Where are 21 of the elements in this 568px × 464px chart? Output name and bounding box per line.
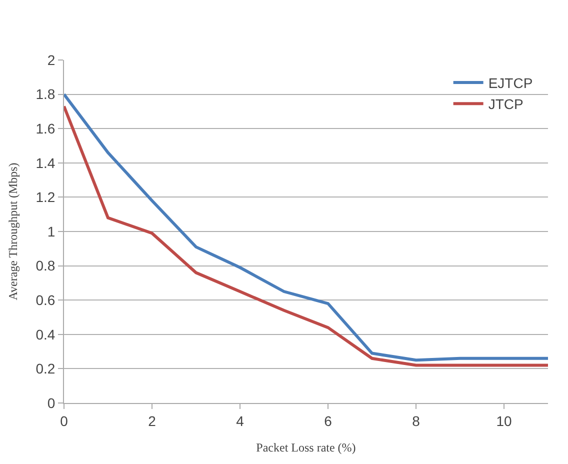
x-tick-label: 10 <box>496 412 512 429</box>
y-tick-label: 0.8 <box>36 258 56 274</box>
y-tick-label: 0 <box>47 394 56 411</box>
x-tick-label: 8 <box>412 412 420 429</box>
x-tick-label: 4 <box>236 412 244 429</box>
y-tick-label: 0.6 <box>36 292 56 308</box>
x-tick-label: 0 <box>60 412 68 429</box>
y-axis-title: Average Throughput (Mbps) <box>6 162 20 300</box>
legend-label: EJTCP <box>488 74 533 91</box>
x-tick-label: 6 <box>324 412 332 429</box>
y-tick-label: 1.6 <box>36 120 56 136</box>
y-tick-label: 0.2 <box>36 360 56 377</box>
x-tick-label: 2 <box>148 412 156 429</box>
y-tick-label: 2 <box>47 52 56 68</box>
legend-label: JTCP <box>488 96 524 112</box>
y-tick-label: 1.4 <box>36 154 56 171</box>
y-tick-label: 1.8 <box>36 86 56 102</box>
y-tick-label: 1.2 <box>36 189 56 206</box>
x-axis-title: Packet Loss rate (%) <box>256 440 356 455</box>
y-tick-label: 0.4 <box>36 326 56 342</box>
y-tick-label: 1 <box>47 223 56 240</box>
